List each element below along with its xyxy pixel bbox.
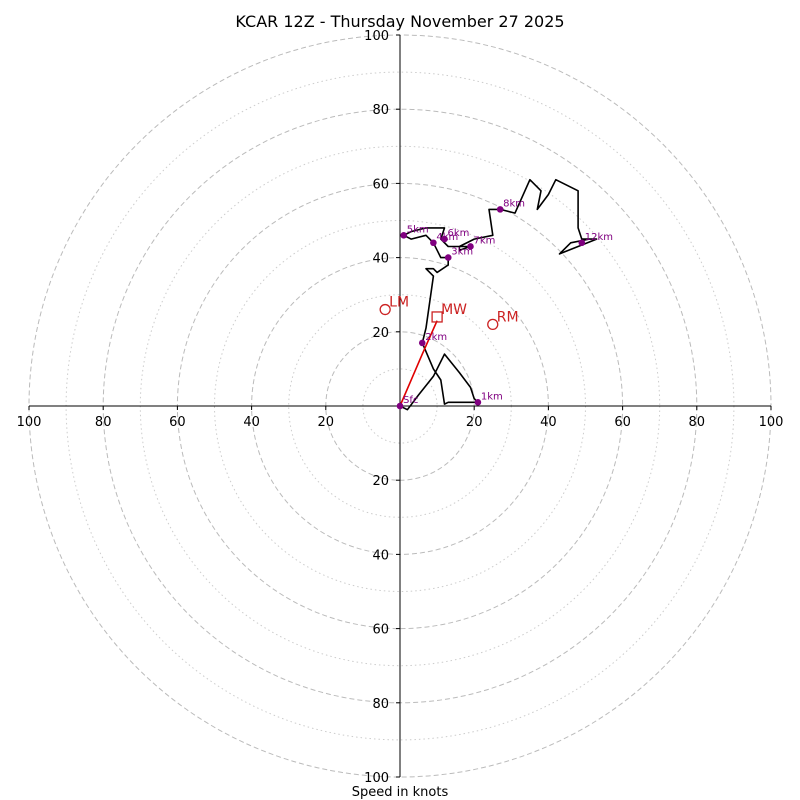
tick-label-right-20: 20	[466, 415, 483, 430]
chart-title: KCAR 12Z - Thursday November 27 2025	[235, 12, 564, 31]
tick-label-left-100: 100	[17, 415, 42, 430]
height-label-3km: 3km	[451, 247, 473, 258]
height-marker-1km	[474, 398, 482, 406]
tick-label-up-40: 40	[372, 252, 389, 267]
height-marker-7km	[467, 243, 474, 250]
height-marker-12km	[578, 239, 586, 247]
storm-marker-MW	[431, 311, 443, 323]
height-marker-6km	[441, 235, 448, 243]
height-marker-5km	[400, 232, 408, 239]
hodograph-trace	[399, 178, 598, 411]
tick-labels: 20 20 20 20 40 40 40 40 60 60 60 60 80 80 80 80 100 100 10…	[17, 29, 784, 786]
tick-label-left-80: 80	[95, 415, 112, 430]
tick-label-right-60: 60	[614, 415, 631, 430]
height-marker-4km	[430, 239, 437, 247]
height-marker-2km	[418, 339, 426, 347]
height-label-7km: 7km	[473, 235, 495, 246]
tick-label-right-100: 100	[759, 415, 784, 430]
storm-marker-RM	[487, 318, 499, 331]
tick-label-left-20: 20	[318, 415, 335, 430]
storm-label-RM: RM	[497, 309, 519, 325]
tick-label-up-100: 100	[364, 29, 389, 44]
height-label-12km: 12km	[585, 232, 613, 243]
mean-wind-vector	[399, 320, 438, 407]
height-label-4km: 4km	[436, 232, 458, 243]
height-label-2km: 2km	[425, 332, 447, 343]
tick-label-right-80: 80	[689, 415, 706, 430]
tick-label-down-60: 60	[372, 623, 389, 638]
storm-marker-LM	[379, 303, 391, 316]
height-marker-8km	[496, 206, 504, 213]
height-marker-Sfc	[396, 402, 404, 410]
storm-motion-markers: LM MW RM	[379, 295, 519, 331]
height-label-5km: 5km	[407, 224, 429, 235]
height-label-1km: 1km	[481, 391, 503, 402]
tick-label-down-80: 80	[372, 697, 389, 712]
height-marker-3km	[444, 254, 452, 261]
tick-label-down-20: 20	[372, 474, 389, 489]
tick-label-up-80: 80	[372, 103, 389, 118]
height-label-6km: 6km	[448, 228, 470, 239]
x-axis-label: Speed in knots	[352, 785, 449, 800]
tick-label-up-60: 60	[372, 177, 389, 192]
height-label-8km: 8km	[503, 198, 525, 209]
tick-label-left-40: 40	[243, 415, 260, 430]
tick-label-down-40: 40	[372, 548, 389, 563]
height-label-Sfc: Sfc	[403, 395, 418, 406]
tick-label-up-20: 20	[372, 326, 389, 341]
tick-label-left-60: 60	[169, 415, 186, 430]
storm-label-MW: MW	[441, 302, 467, 318]
storm-label-LM: LM	[389, 295, 409, 311]
tick-label-right-40: 40	[540, 415, 557, 430]
tick-label-down-100: 100	[364, 771, 389, 786]
